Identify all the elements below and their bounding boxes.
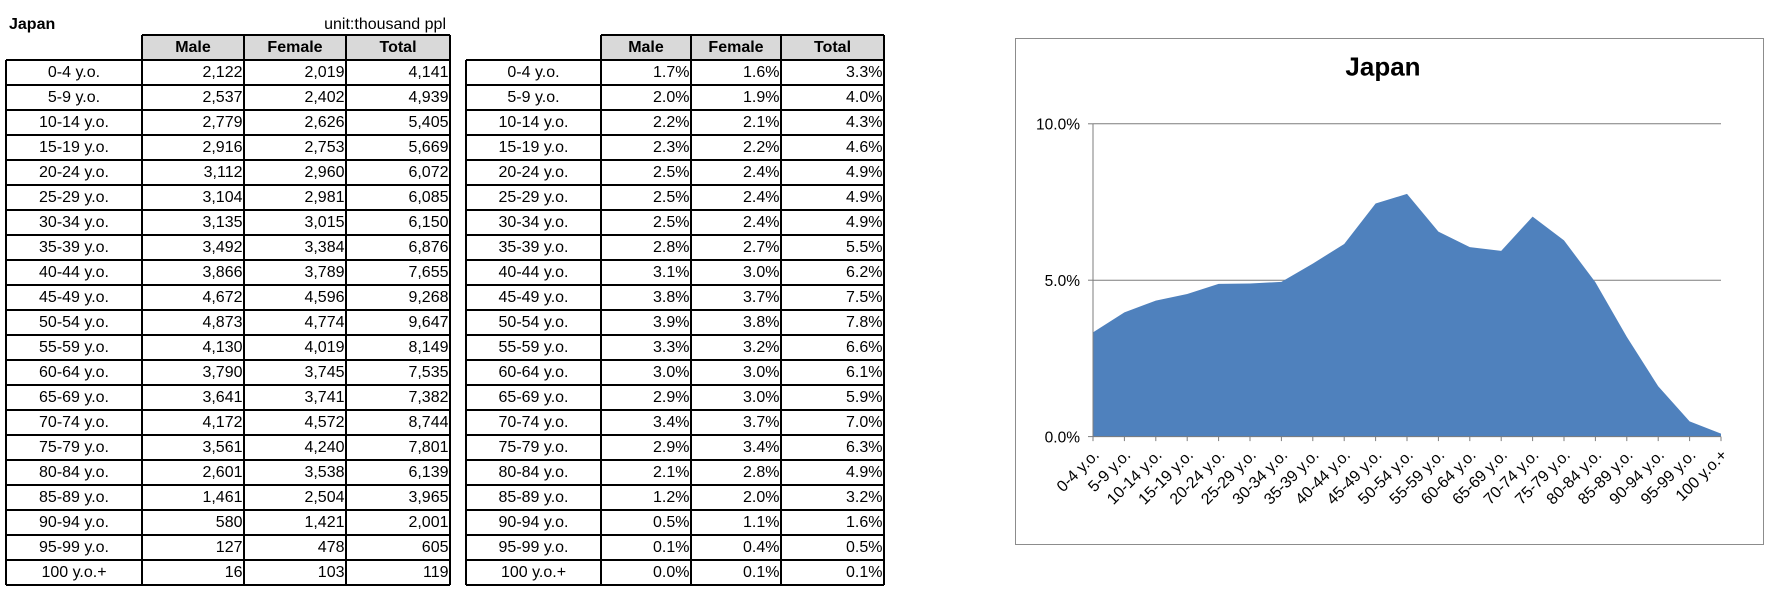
svg-text:10.0%: 10.0%	[1036, 117, 1080, 134]
svg-text:0.0%: 0.0%	[1045, 429, 1081, 446]
svg-text:5.0%: 5.0%	[1045, 273, 1081, 290]
svg-text:Japan: Japan	[1345, 51, 1420, 81]
